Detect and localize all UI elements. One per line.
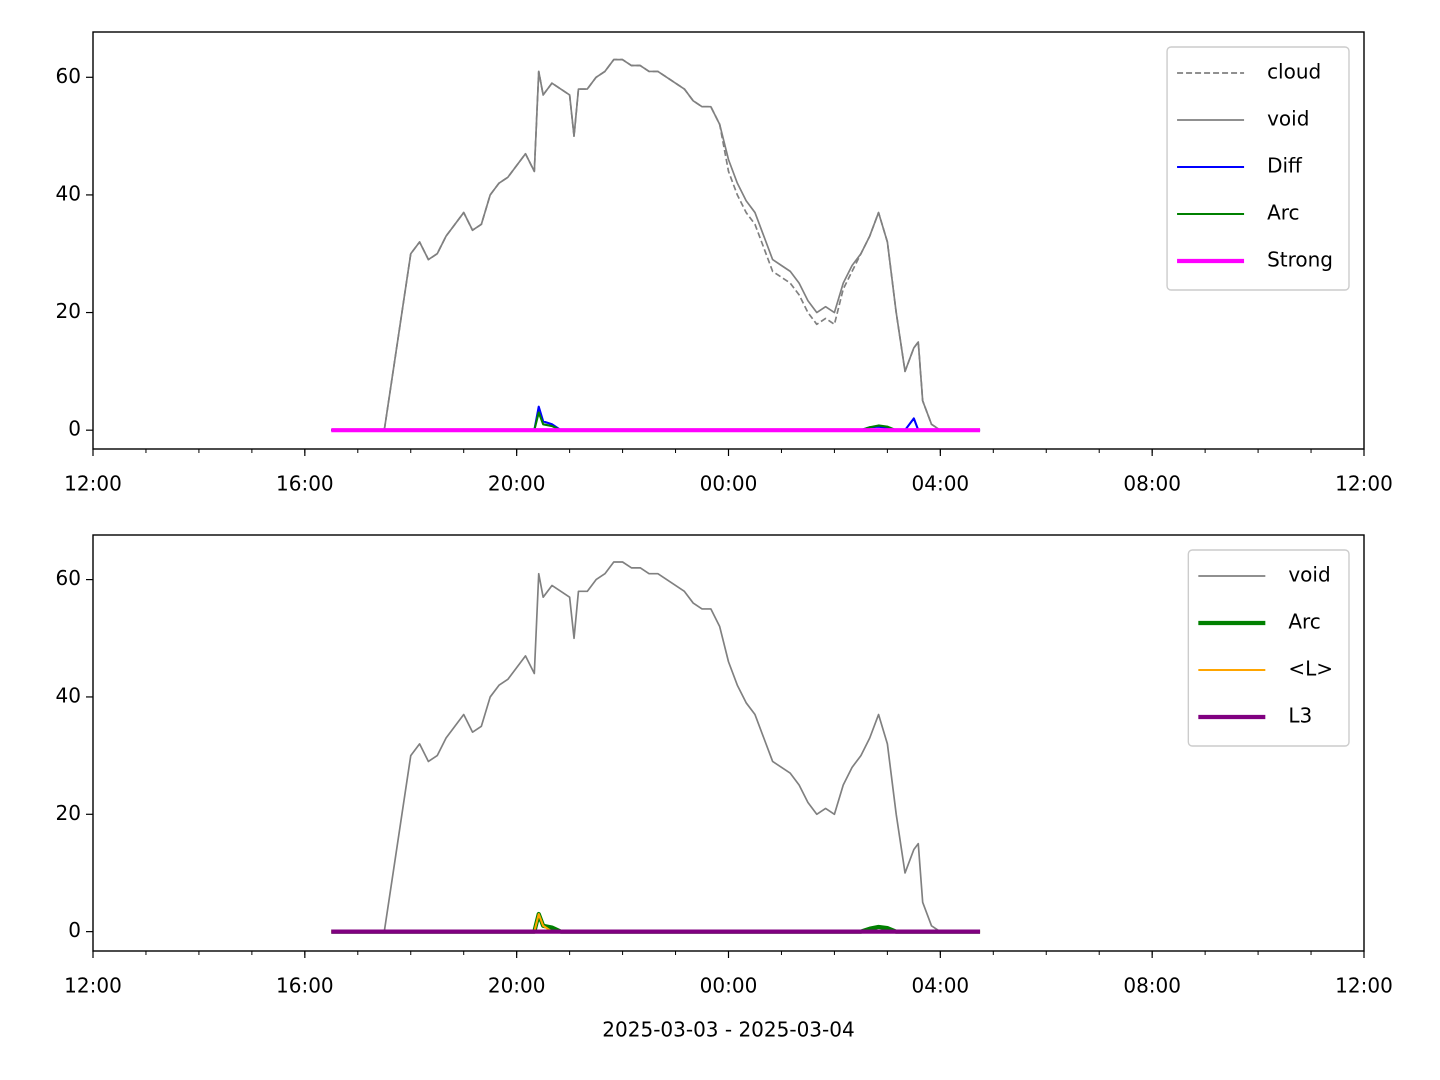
axes-frame — [92, 534, 1365, 952]
x-tick-label: 12:00 — [1335, 974, 1393, 998]
x-tick-label: 00:00 — [700, 974, 758, 998]
legend-label: Diff — [1267, 154, 1303, 178]
y-tick-label: 60 — [56, 566, 81, 590]
x-tick-label: 20:00 — [488, 974, 546, 998]
x-tick-label: 16:00 — [276, 974, 334, 998]
x-tick-label: 08:00 — [1123, 472, 1181, 496]
y-tick-label: 0 — [68, 417, 81, 441]
series-line — [331, 58, 981, 432]
x-tick-label: 16:00 — [276, 472, 334, 496]
y-tick-label: 0 — [68, 918, 81, 942]
x-tick-label: 00:00 — [700, 472, 758, 496]
x-tick-label: 12:00 — [64, 472, 122, 496]
x-tick-label: 04:00 — [912, 974, 970, 998]
x-tick-label: 12:00 — [1335, 472, 1393, 496]
legend-label: Arc — [1288, 610, 1320, 634]
x-tick-label: 12:00 — [64, 974, 122, 998]
legend-label: void — [1288, 563, 1330, 587]
legend-label: L3 — [1288, 704, 1312, 728]
y-tick-label: 40 — [56, 683, 81, 707]
legend-label: void — [1267, 107, 1309, 131]
y-tick-label: 20 — [56, 801, 81, 825]
legend-label: Strong — [1267, 248, 1333, 272]
legend: void Arc <L> L3 — [1187, 549, 1350, 747]
legend-box — [1187, 549, 1350, 747]
x-axis-label: 2025-03-03 - 2025-03-04 — [602, 1018, 854, 1042]
y-tick-label: 20 — [56, 299, 81, 323]
series-line — [331, 58, 981, 432]
subplot: 12:00 16:00 20:00 00:00 04:00 08:00 12:00 0 20 40… — [56, 534, 1393, 1042]
y-tick-label: 40 — [56, 181, 81, 205]
x-tick-label: 04:00 — [912, 472, 970, 496]
legend-label: cloud — [1267, 60, 1321, 84]
x-tick-label: 20:00 — [488, 472, 546, 496]
series-line — [331, 561, 981, 933]
series-line — [331, 911, 981, 934]
y-tick-label: 60 — [56, 64, 81, 88]
legend-box — [1166, 46, 1350, 291]
subplot: 12:00 16:00 20:00 00:00 04:00 08:00 12:00 0 20 40… — [56, 31, 1393, 496]
legend-label: Arc — [1267, 201, 1299, 225]
legend: cloud void Diff Arc Strong — [1166, 46, 1350, 291]
x-tick-label: 08:00 — [1123, 974, 1181, 998]
legend-label: <L> — [1288, 657, 1333, 681]
axes-frame — [92, 31, 1365, 450]
